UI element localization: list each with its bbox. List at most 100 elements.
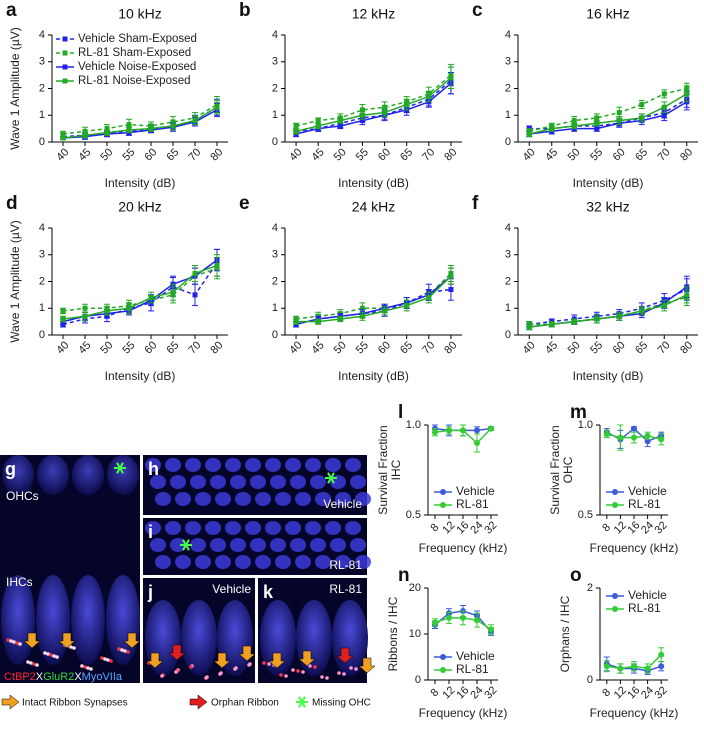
data-point bbox=[337, 316, 343, 322]
ihc bbox=[36, 575, 70, 665]
data-point bbox=[60, 308, 66, 314]
x-tick-label: 50 bbox=[332, 339, 349, 356]
y-tick-label: 0 bbox=[272, 136, 278, 148]
x-tick-label: 65 bbox=[633, 339, 650, 356]
data-point bbox=[448, 75, 454, 81]
ohc bbox=[225, 521, 241, 535]
data-point bbox=[616, 313, 622, 319]
ribbon bbox=[35, 663, 39, 667]
legend-label: Vehicle Sham-Exposed bbox=[78, 33, 197, 45]
y-tick-label: 2 bbox=[587, 582, 593, 594]
y-axis-label: Wave 1 Amplitude (µV) bbox=[8, 27, 22, 150]
x-axis-label: Intensity (dB) bbox=[105, 369, 176, 383]
data-point bbox=[658, 436, 665, 443]
data-point bbox=[617, 665, 624, 672]
data-point bbox=[639, 308, 645, 314]
ohc bbox=[170, 475, 186, 489]
ribbon bbox=[174, 670, 178, 674]
legend-marker bbox=[612, 593, 618, 599]
data-point bbox=[126, 122, 132, 128]
y-tick-label: 1.0 bbox=[578, 419, 593, 431]
data-point bbox=[446, 614, 452, 621]
ohc bbox=[150, 538, 166, 552]
x-tick-label: 40 bbox=[287, 339, 304, 356]
legend-label: RL-81 bbox=[456, 497, 489, 511]
series-line bbox=[295, 288, 452, 326]
chart-title: 12 kHz bbox=[352, 6, 396, 22]
stain-name: MyoVIIa bbox=[82, 671, 123, 683]
series-line bbox=[529, 98, 688, 130]
ribbon bbox=[43, 651, 47, 655]
data-point bbox=[661, 303, 667, 309]
ribbon bbox=[9, 639, 13, 643]
legend-label: Vehicle Noise-Exposed bbox=[78, 61, 196, 73]
key-label: Intact Ribbon Synapses bbox=[22, 698, 128, 709]
series bbox=[432, 424, 494, 453]
x-tick-label: 65 bbox=[164, 146, 181, 163]
arrow-icon bbox=[58, 632, 76, 649]
ohc bbox=[315, 492, 331, 506]
asterisk-icon bbox=[180, 539, 192, 551]
legend-marker bbox=[612, 606, 618, 612]
ribbon bbox=[126, 650, 130, 654]
data-point bbox=[549, 126, 555, 132]
y-tick-label: 0.5 bbox=[406, 509, 421, 521]
ohc bbox=[290, 538, 306, 552]
ohc bbox=[325, 458, 341, 472]
ohc bbox=[155, 555, 171, 569]
stain-name: GluR2 bbox=[43, 671, 74, 683]
x-tick-label: 40 bbox=[521, 339, 538, 356]
data-point bbox=[60, 135, 66, 141]
data-point bbox=[603, 431, 610, 437]
ohc bbox=[205, 458, 221, 472]
data-point bbox=[571, 123, 577, 129]
arrow-icon bbox=[238, 645, 256, 662]
ohc bbox=[270, 538, 286, 552]
x-tick-label: 80 bbox=[442, 339, 459, 356]
ohc bbox=[245, 521, 261, 535]
x-tick-label: 65 bbox=[398, 339, 415, 356]
arrow-icon bbox=[336, 647, 354, 664]
data-point bbox=[474, 617, 480, 624]
y-tick-label: 4 bbox=[272, 222, 278, 234]
data-point bbox=[192, 118, 198, 124]
x-tick-label: 80 bbox=[442, 146, 459, 163]
micrograph-label: Vehicle bbox=[323, 497, 362, 511]
ribbon bbox=[218, 672, 222, 676]
data-point bbox=[315, 118, 321, 124]
data-point bbox=[684, 91, 690, 97]
cells bbox=[145, 521, 371, 569]
data-point bbox=[526, 131, 532, 137]
ohc bbox=[345, 458, 361, 472]
panel-letter: c bbox=[472, 0, 483, 21]
ribbon bbox=[301, 670, 305, 674]
ohc bbox=[107, 455, 139, 495]
data-point bbox=[658, 651, 665, 658]
ohc bbox=[165, 521, 181, 535]
y-tick-label: 4 bbox=[505, 222, 511, 234]
data-point bbox=[631, 663, 637, 670]
data-point bbox=[82, 128, 88, 134]
data-point bbox=[594, 120, 600, 126]
ohc bbox=[255, 555, 271, 569]
chart: d 20 kHz 0 1 2 3 4 40 45 50 55 60 65 70 80 Intensity (d… bbox=[6, 193, 228, 383]
ribbon bbox=[354, 667, 358, 671]
cells bbox=[260, 600, 368, 680]
data-point bbox=[639, 115, 645, 121]
y-tick-label: 0.5 bbox=[578, 509, 593, 521]
ohc bbox=[190, 538, 206, 552]
micrograph-label: RL-81 bbox=[329, 558, 362, 572]
data-point bbox=[382, 104, 388, 110]
y-tick-label: 4 bbox=[272, 29, 278, 41]
ohc bbox=[330, 538, 346, 552]
ohc bbox=[190, 475, 206, 489]
ribbon bbox=[189, 665, 193, 669]
ohc bbox=[150, 475, 166, 489]
arrow-icon bbox=[358, 657, 376, 674]
ohc bbox=[355, 555, 371, 569]
ohc bbox=[230, 538, 246, 552]
data-point bbox=[426, 295, 432, 301]
